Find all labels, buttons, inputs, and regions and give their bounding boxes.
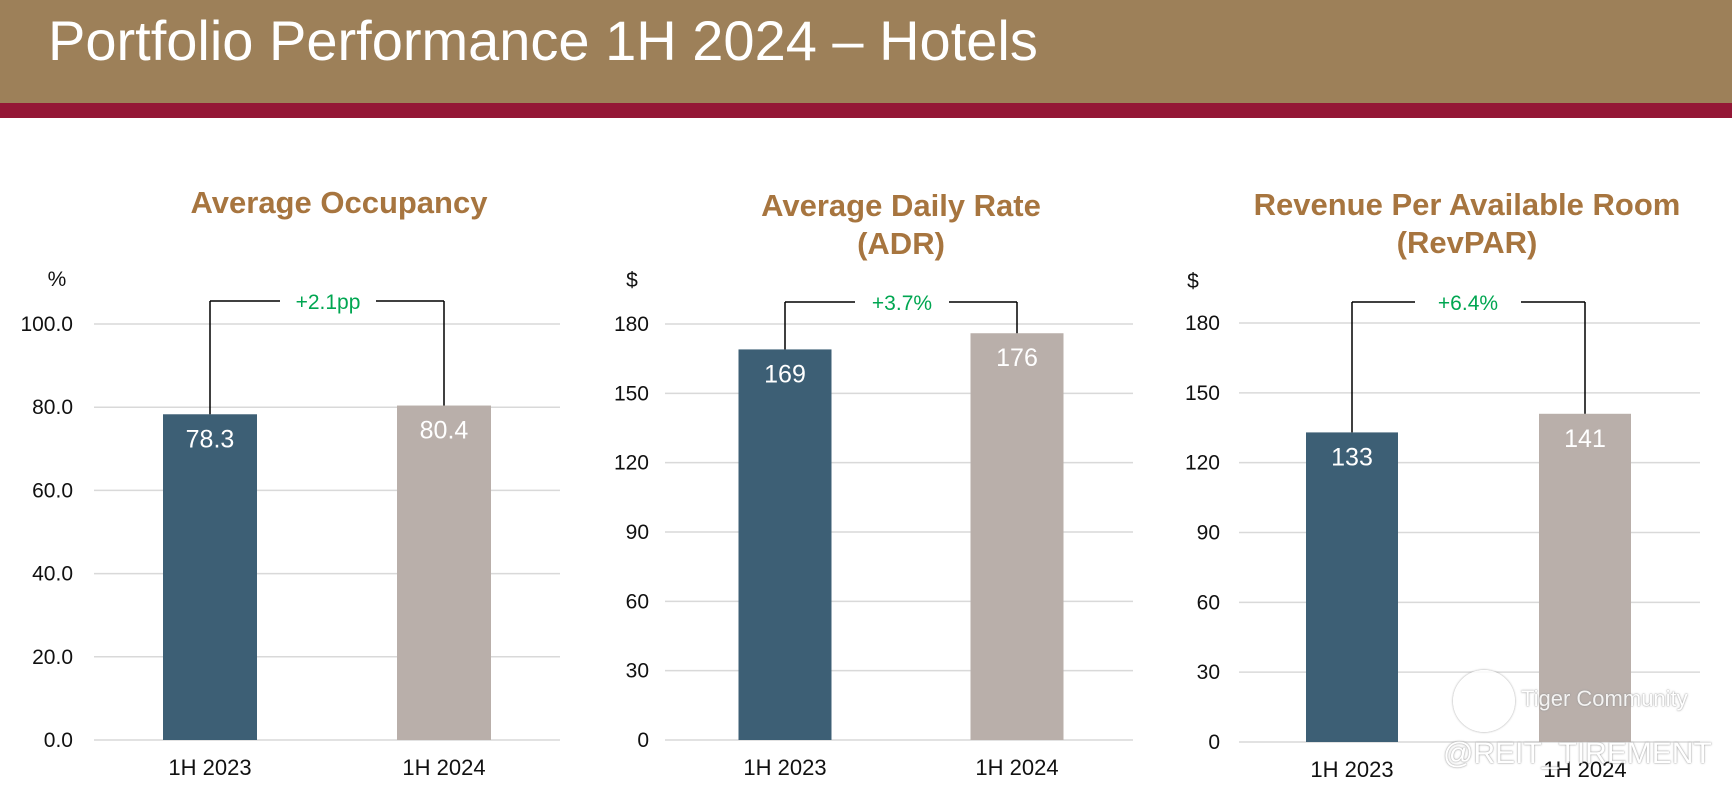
growth-label: +2.1pp [296,291,361,314]
y-tick-label: 60 [1197,591,1220,614]
bar-value-label: 141 [1564,425,1606,453]
y-tick-label: 180 [614,313,649,336]
bar-value-label: 133 [1331,443,1373,471]
y-tick-label: 60.0 [32,479,73,502]
watermark-brand: Tiger Community [1521,686,1688,711]
y-tick-label: 80.0 [32,396,73,419]
y-tick-label: 0 [637,729,649,752]
x-category-label: 1H 2024 [975,755,1058,780]
bar-1h-2024 [970,333,1064,740]
bar-1h-2024 [1539,413,1631,742]
x-category-label: 1H 2024 [1543,757,1626,782]
y-tick-label: 150 [614,382,649,405]
bar-1h-2023 [1306,432,1398,742]
bar-value-label: 169 [764,360,806,388]
tiger-logo-icon [1453,670,1515,732]
y-tick-label: 100.0 [20,313,73,336]
header-bar: Portfolio Performance 1H 2024 – Hotels [0,0,1732,103]
header-rule [0,103,1732,118]
y-tick-label: 180 [1185,312,1220,335]
chart-title: Average Daily Rate [761,188,1041,223]
y-tick-label: 20.0 [32,646,73,669]
x-category-label: 1H 2024 [402,755,485,780]
chart-title: Revenue Per Available Room [1254,187,1681,222]
bar-1h-2023 [163,414,257,740]
y-tick-label: 0 [1208,731,1220,754]
y-unit-label: $ [1187,270,1199,293]
y-tick-label: 0.0 [44,729,73,752]
growth-label: +6.4% [1438,292,1498,315]
bar-value-label: 176 [996,344,1038,372]
chart-title: (RevPAR) [1397,225,1538,260]
y-tick-label: 90 [1197,522,1220,545]
y-tick-label: 150 [1185,382,1220,405]
growth-label: +3.7% [872,292,932,315]
y-tick-label: 60 [626,590,649,613]
bar-value-label: 80.4 [420,417,469,445]
watermark-handle: @REIT_TIREMENT [1443,737,1712,770]
y-unit-label: $ [626,269,638,292]
x-category-label: 1H 2023 [1310,757,1393,782]
y-tick-label: 40.0 [32,563,73,586]
y-unit-label: % [48,268,67,291]
bar-1h-2024 [397,405,491,740]
y-tick-label: 30 [1197,661,1220,684]
x-category-label: 1H 2023 [743,755,826,780]
y-tick-label: 30 [626,660,649,683]
bar-1h-2023 [738,349,832,740]
y-tick-label: 90 [626,521,649,544]
y-tick-label: 120 [1185,452,1220,475]
y-tick-label: 120 [614,452,649,475]
chart-title: (ADR) [857,226,945,261]
chart-title: Average Occupancy [191,185,489,220]
bar-value-label: 78.3 [186,425,235,453]
x-category-label: 1H 2023 [168,755,251,780]
page-title: Portfolio Performance 1H 2024 – Hotels [48,9,1038,72]
